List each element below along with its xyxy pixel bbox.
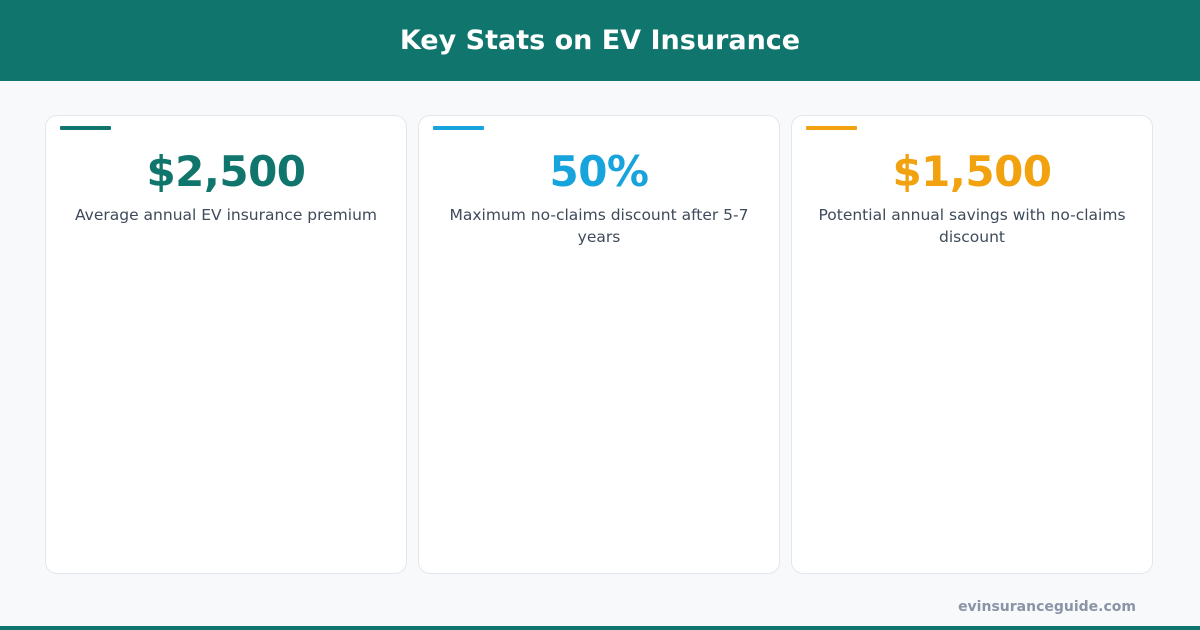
stats-cards: $2,500 Average annual EV insurance premi… xyxy=(45,115,1155,576)
accent-bar xyxy=(806,126,857,130)
stat-description: Potential annual savings with no-claims … xyxy=(818,206,1126,246)
footer-divider xyxy=(0,626,1200,630)
stat-value: 50% xyxy=(549,147,649,196)
stat-value: $2,500 xyxy=(146,147,306,196)
site-url: evinsuranceguide.com xyxy=(958,599,1136,615)
stat-card-potential-savings: $1,500 Potential annual savings with no-… xyxy=(791,115,1153,574)
page-title: Key Stats on EV Insurance xyxy=(399,25,801,56)
accent-bar xyxy=(433,126,484,130)
accent-bar xyxy=(60,126,111,130)
stat-value: $1,500 xyxy=(892,147,1052,196)
header-banner: Key Stats on EV Insurance xyxy=(0,0,1200,81)
stat-card-max-discount: 50% Maximum no-claims discount after 5-7… xyxy=(418,115,780,574)
stat-card-average-premium: $2,500 Average annual EV insurance premi… xyxy=(45,115,407,574)
stat-description: Maximum no-claims discount after 5-7 yea… xyxy=(449,206,749,246)
stat-description: Average annual EV insurance premium xyxy=(74,206,378,224)
